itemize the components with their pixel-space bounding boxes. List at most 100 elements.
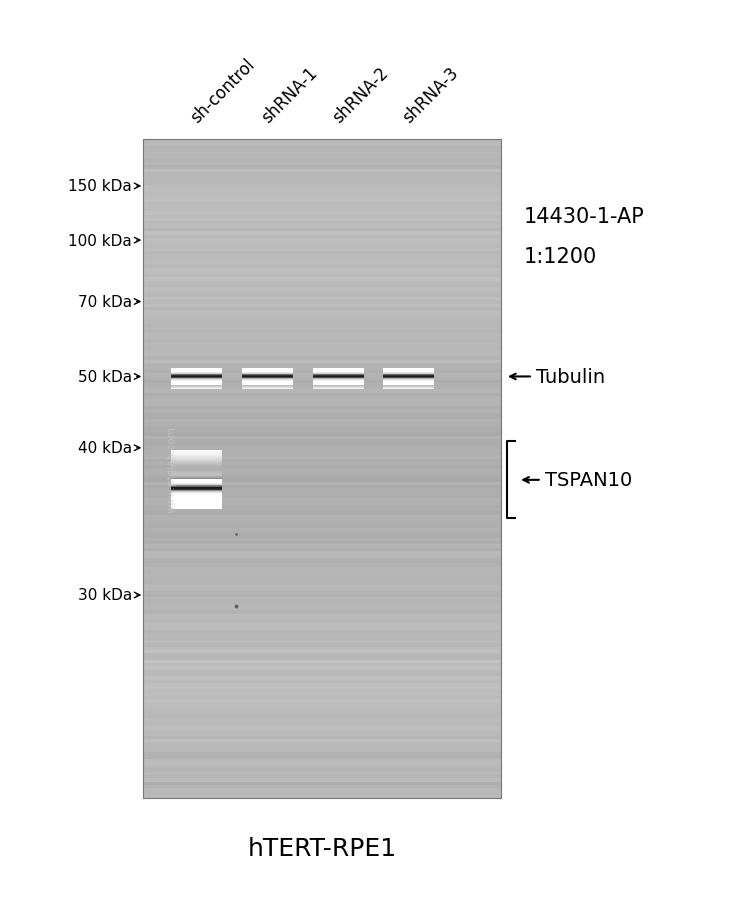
Bar: [143, 373, 501, 377]
Text: 100 kDa: 100 kDa: [68, 234, 132, 248]
Bar: [143, 456, 501, 459]
Bar: [171, 474, 222, 475]
Bar: [171, 450, 222, 452]
Bar: [143, 390, 501, 393]
Bar: [143, 726, 501, 729]
Bar: [143, 298, 501, 301]
Bar: [143, 232, 501, 235]
Bar: [171, 500, 222, 501]
Bar: [143, 417, 501, 419]
Bar: [143, 778, 501, 782]
Bar: [143, 505, 501, 509]
Text: 1:1200: 1:1200: [523, 247, 597, 267]
Bar: [143, 782, 501, 785]
Bar: [143, 525, 501, 529]
Bar: [171, 492, 222, 493]
Bar: [171, 472, 222, 473]
Text: 14430-1-AP: 14430-1-AP: [523, 207, 644, 226]
Bar: [171, 457, 222, 458]
Bar: [143, 140, 501, 143]
Bar: [171, 476, 222, 477]
Bar: [143, 140, 501, 798]
Bar: [143, 252, 501, 255]
Bar: [143, 351, 501, 354]
Bar: [143, 453, 501, 456]
Bar: [143, 568, 501, 571]
Bar: [143, 723, 501, 726]
Bar: [143, 703, 501, 706]
Bar: [171, 481, 222, 482]
Bar: [143, 242, 501, 245]
Bar: [143, 160, 501, 163]
Bar: [143, 202, 501, 206]
Bar: [143, 397, 501, 400]
Bar: [143, 189, 501, 192]
Bar: [171, 465, 222, 466]
Bar: [143, 321, 501, 324]
Bar: [143, 278, 501, 281]
Bar: [143, 502, 501, 505]
Bar: [143, 680, 501, 683]
Bar: [143, 427, 501, 429]
Bar: [143, 696, 501, 700]
Bar: [143, 377, 501, 380]
Text: 50 kDa: 50 kDa: [78, 370, 132, 384]
Bar: [143, 334, 501, 337]
Bar: [143, 245, 501, 248]
Bar: [143, 166, 501, 170]
Bar: [143, 587, 501, 591]
Bar: [143, 670, 501, 673]
Bar: [143, 637, 501, 640]
Bar: [171, 458, 222, 459]
Bar: [143, 630, 501, 633]
Bar: [143, 565, 501, 568]
Bar: [143, 690, 501, 693]
Bar: [143, 535, 501, 538]
Bar: [171, 466, 222, 467]
Bar: [171, 460, 222, 461]
Bar: [143, 788, 501, 792]
Bar: [143, 795, 501, 798]
Bar: [143, 311, 501, 314]
Bar: [143, 341, 501, 344]
Bar: [143, 146, 501, 150]
Bar: [143, 265, 501, 268]
Bar: [143, 483, 501, 485]
Text: 150 kDa: 150 kDa: [68, 179, 132, 194]
Bar: [143, 173, 501, 176]
Bar: [143, 473, 501, 475]
Bar: [143, 667, 501, 670]
Bar: [171, 502, 222, 503]
Bar: [143, 179, 501, 182]
Text: shRNA-3: shRNA-3: [400, 63, 462, 126]
Bar: [143, 792, 501, 795]
Bar: [171, 489, 222, 490]
Bar: [143, 150, 501, 153]
Bar: [143, 742, 501, 746]
Bar: [143, 407, 501, 410]
Bar: [143, 182, 501, 186]
Bar: [143, 186, 501, 189]
Bar: [143, 361, 501, 364]
Bar: [171, 506, 222, 507]
Text: shRNA-2: shRNA-2: [329, 63, 392, 126]
Bar: [143, 607, 501, 611]
Bar: [143, 640, 501, 643]
Bar: [143, 657, 501, 660]
Bar: [171, 471, 222, 472]
Bar: [143, 624, 501, 627]
Bar: [143, 663, 501, 667]
Bar: [143, 170, 501, 173]
Bar: [171, 464, 222, 465]
Bar: [171, 493, 222, 494]
Text: hTERT-RPE1: hTERT-RPE1: [247, 836, 397, 860]
Bar: [143, 621, 501, 624]
Bar: [143, 400, 501, 403]
Bar: [143, 327, 501, 331]
Bar: [171, 475, 222, 476]
Bar: [143, 140, 501, 798]
Bar: [143, 521, 501, 525]
Bar: [171, 508, 222, 509]
Bar: [143, 627, 501, 630]
Bar: [143, 511, 501, 515]
